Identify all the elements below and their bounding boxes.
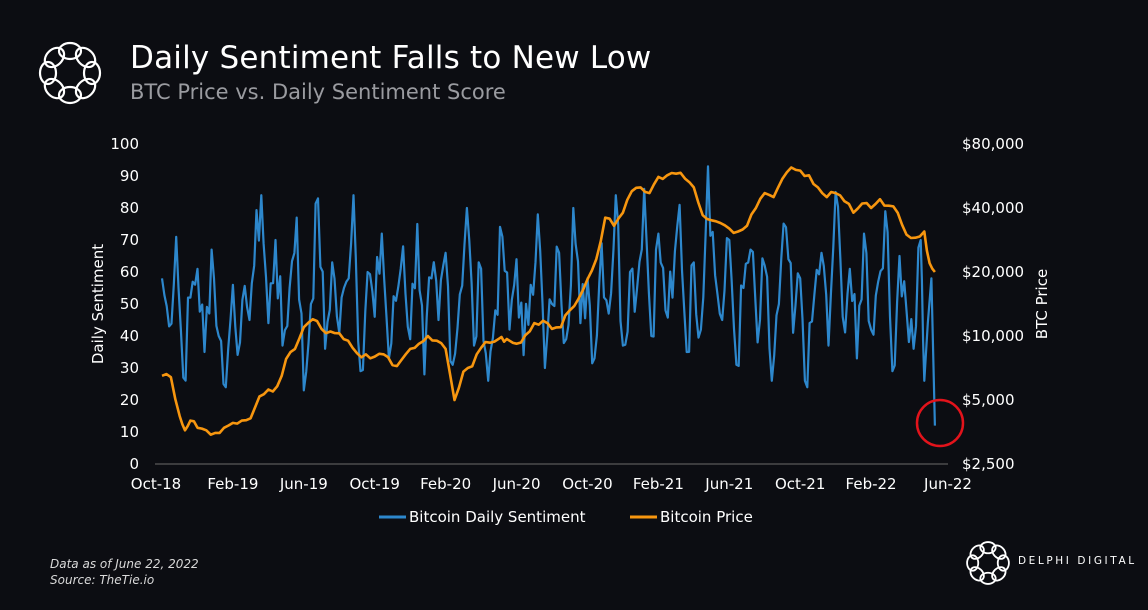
y-axis-left-title: Daily Sentiment: [89, 244, 107, 364]
x-tick-label: Feb-21: [633, 475, 684, 493]
y-tick-label: 20: [120, 391, 139, 409]
x-tick-label: Jun-21: [704, 475, 753, 493]
x-tick-label: Oct-20: [562, 475, 612, 493]
knot-loop: [996, 554, 1010, 572]
delphi-logo-icon: [38, 41, 102, 105]
x-tick-label: Jun-22: [923, 475, 972, 493]
y-tick-label: 0: [129, 455, 139, 473]
legend-label-price: Bitcoin Price: [660, 508, 753, 526]
delphi-brand-logo-icon: [966, 541, 1010, 585]
y-axis-right-title: BTC Price: [1033, 269, 1051, 339]
x-tick-label: Oct-21: [775, 475, 825, 493]
y-tick-label: 70: [120, 231, 139, 249]
knot-loop: [43, 46, 66, 69]
y-axis-right: $2,500 $5,000 $10,000 $20,000 $40,000 $80,000: [962, 135, 1024, 473]
footer-notes: Data as of June 22, 2022 Source: TheTie.…: [50, 556, 199, 588]
knot-loop: [991, 566, 1007, 582]
sentiment-line: [160, 165, 936, 426]
chart-subtitle: BTC Price vs. Daily Sentiment Score: [130, 80, 506, 104]
price-line: [161, 166, 936, 436]
x-tick-label: Oct-18: [131, 475, 181, 493]
y2-tick-label: $5,000: [962, 391, 1015, 409]
knot-loop: [979, 541, 997, 555]
knot-loop: [74, 77, 97, 100]
chart-title: Daily Sentiment Falls to New Low: [130, 40, 652, 76]
series-layer: [160, 165, 936, 436]
y-tick-label: 80: [120, 199, 139, 217]
knot-loop: [38, 60, 58, 86]
knot-loop: [991, 544, 1007, 560]
knot-loop: [57, 41, 83, 61]
y-tick-label: 60: [120, 263, 139, 281]
y2-tick-label: $20,000: [962, 263, 1024, 281]
knot-loop: [74, 46, 97, 69]
x-tick-label: Feb-22: [846, 475, 897, 493]
x-tick-label: Jun-19: [279, 475, 328, 493]
x-tick-label: Oct-19: [350, 475, 400, 493]
y-tick-label: 40: [120, 327, 139, 345]
low-highlight-circle: [915, 398, 965, 448]
legend: Bitcoin Daily Sentiment Bitcoin Price: [379, 508, 753, 526]
y-tick-label: 30: [120, 359, 139, 377]
y-tick-label: 10: [120, 423, 139, 441]
y-tick-label: 100: [110, 135, 139, 153]
knot-loop: [43, 77, 66, 100]
source: Source: TheTie.io: [50, 573, 155, 587]
y-tick-label: 50: [120, 295, 139, 313]
brand-name: DELPHI DIGITAL: [1018, 555, 1137, 567]
legend-label-sentiment: Bitcoin Daily Sentiment: [409, 508, 586, 526]
knot-loop: [979, 571, 997, 585]
knot-loop: [57, 85, 83, 105]
y2-tick-label: $2,500: [962, 455, 1015, 473]
data-as-of: Data as of June 22, 2022: [50, 557, 199, 571]
x-tick-label: Feb-19: [207, 475, 258, 493]
x-axis: Oct-18 Feb-19 Jun-19 Oct-19 Feb-20 Jun-20 Oct-…: [131, 475, 972, 493]
y2-tick-label: $40,000: [962, 199, 1024, 217]
y-tick-label: 90: [120, 167, 139, 185]
x-tick-label: Jun-20: [492, 475, 541, 493]
knot-loop: [969, 566, 985, 582]
y2-tick-label: $10,000: [962, 327, 1024, 345]
y2-tick-label: $80,000: [962, 135, 1024, 153]
knot-loop: [969, 544, 985, 560]
knot-loop: [966, 554, 980, 572]
x-tick-label: Feb-20: [420, 475, 471, 493]
knot-loop: [82, 60, 102, 86]
y-axis-left: 0 10 20 30 40 50 60 70 80 90 100: [110, 135, 139, 473]
